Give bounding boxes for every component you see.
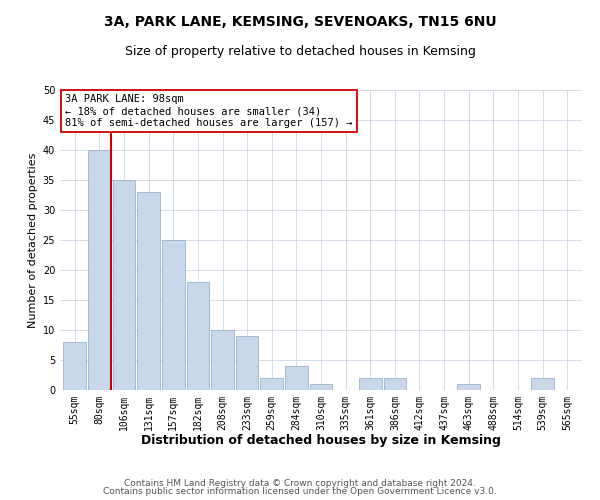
Bar xyxy=(211,330,234,390)
Bar xyxy=(457,384,480,390)
Bar xyxy=(310,384,332,390)
Bar xyxy=(285,366,308,390)
Bar xyxy=(359,378,382,390)
Text: 3A PARK LANE: 98sqm
← 18% of detached houses are smaller (34)
81% of semi-detach: 3A PARK LANE: 98sqm ← 18% of detached ho… xyxy=(65,94,353,128)
Bar xyxy=(88,150,111,390)
Bar xyxy=(162,240,185,390)
Bar xyxy=(64,342,86,390)
Text: 3A, PARK LANE, KEMSING, SEVENOAKS, TN15 6NU: 3A, PARK LANE, KEMSING, SEVENOAKS, TN15 … xyxy=(104,15,496,29)
Bar xyxy=(113,180,136,390)
Text: Size of property relative to detached houses in Kemsing: Size of property relative to detached ho… xyxy=(125,45,475,58)
Bar xyxy=(383,378,406,390)
Bar xyxy=(236,336,259,390)
Bar xyxy=(187,282,209,390)
Y-axis label: Number of detached properties: Number of detached properties xyxy=(28,152,38,328)
X-axis label: Distribution of detached houses by size in Kemsing: Distribution of detached houses by size … xyxy=(141,434,501,448)
Text: Contains HM Land Registry data © Crown copyright and database right 2024.: Contains HM Land Registry data © Crown c… xyxy=(124,478,476,488)
Bar xyxy=(531,378,554,390)
Bar xyxy=(137,192,160,390)
Bar xyxy=(260,378,283,390)
Text: Contains public sector information licensed under the Open Government Licence v3: Contains public sector information licen… xyxy=(103,488,497,496)
